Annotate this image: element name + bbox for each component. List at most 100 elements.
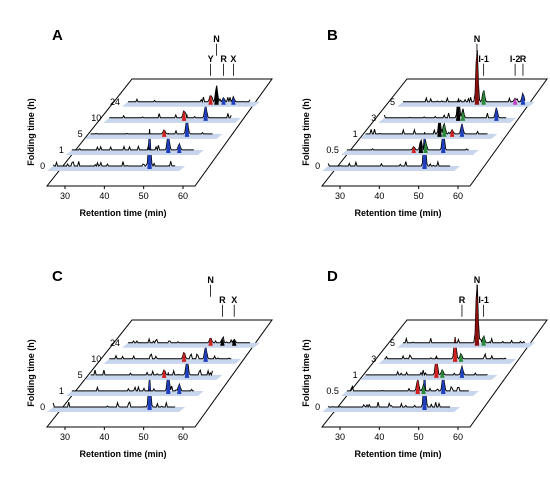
trace-baseline-shade	[322, 407, 461, 412]
peak-X	[232, 339, 237, 346]
x-tick-label: 30	[60, 432, 70, 442]
trace-baseline-shade	[47, 407, 186, 412]
trace-1: 1	[353, 356, 498, 380]
trace-baseline-shade	[359, 133, 498, 139]
peak-label-I-1: I-1	[478, 295, 489, 305]
x-tick-label: 30	[60, 191, 70, 201]
y-tick-label: 5	[78, 370, 83, 380]
trace-line	[365, 117, 488, 135]
trace-10: 10	[91, 345, 242, 364]
peak-label-R: R	[220, 54, 227, 64]
x-axis-label: Retention time (min)	[355, 208, 442, 218]
y-tick-label: 1	[353, 370, 358, 380]
plot-floor	[320, 319, 548, 428]
trace-line	[109, 104, 232, 119]
x-tick-label: 40	[99, 432, 109, 442]
x-tick-label: 60	[178, 191, 188, 201]
y-tick-label: 0	[315, 161, 320, 171]
y-axis-label: Folding time (h)	[26, 98, 36, 166]
peak-R	[203, 104, 208, 121]
y-tick-label: 1	[59, 145, 64, 155]
trace-24: 24	[110, 85, 260, 107]
peak-I-1	[481, 89, 486, 105]
trace-0.5: 0.5	[326, 373, 479, 396]
peak-label-X: X	[230, 54, 236, 64]
trace-0.5: 0.5	[326, 131, 479, 155]
peak-N	[434, 356, 439, 378]
x-tick-label: 50	[139, 432, 149, 442]
x-tick-label: 40	[99, 191, 109, 201]
peak-label-R: R	[219, 295, 226, 305]
peak-label-Y: Y	[208, 54, 214, 64]
y-tick-label: 1	[59, 386, 64, 396]
peak-label-N: N	[207, 275, 214, 285]
trace-line	[128, 335, 250, 344]
trace-line	[346, 131, 469, 151]
x-tick-label: 60	[453, 191, 463, 201]
peak-Y	[161, 369, 167, 378]
plot-floor	[45, 319, 273, 428]
trace-baseline-shade	[47, 166, 186, 171]
peak-R	[459, 366, 465, 378]
trace-baseline-shade	[103, 117, 242, 123]
x-tick-label: 30	[335, 432, 345, 442]
x-tick-label: 30	[335, 191, 345, 201]
trace-baseline-shade	[397, 342, 535, 348]
peak-I-1	[458, 353, 464, 362]
trace-1: 1	[59, 372, 204, 396]
panel-letter: C	[52, 268, 63, 285]
y-tick-label: 5	[78, 129, 83, 139]
peak-label-R: R	[459, 295, 466, 305]
x-tick-label: 40	[374, 191, 384, 201]
x-tick-label: 50	[414, 432, 424, 442]
trace-baseline-shade	[65, 149, 204, 155]
trace-baseline-shade	[122, 101, 260, 107]
y-tick-label: 5	[390, 338, 395, 348]
y-axis-label: Folding time (h)	[301, 339, 311, 407]
peak-N	[474, 281, 480, 346]
peak-N	[214, 85, 219, 105]
peak-X	[231, 97, 236, 105]
trace-line	[90, 359, 213, 377]
y-tick-label: 1	[353, 129, 358, 139]
peak-I-2	[449, 129, 455, 137]
peak-label-X: X	[231, 295, 237, 305]
y-tick-label: 0.5	[326, 386, 339, 396]
peak-R	[441, 373, 446, 394]
peak-R	[166, 372, 171, 394]
peak-I-2	[411, 146, 416, 153]
plot-floor	[45, 78, 273, 187]
x-tick-label: 60	[178, 432, 188, 442]
trace-line	[109, 345, 232, 360]
peak-N	[452, 336, 458, 362]
trace-3: 3	[371, 97, 517, 123]
y-tick-label: 10	[91, 113, 101, 123]
trace-baseline-shade	[122, 342, 260, 348]
peak-Y	[161, 129, 167, 137]
peak-I-1	[421, 384, 426, 394]
peak-Y	[181, 352, 187, 362]
trace-24: 24	[110, 335, 260, 348]
peak-X	[177, 384, 182, 394]
trace-line	[403, 50, 526, 104]
peak-I-1	[440, 369, 445, 378]
trace-5: 5	[78, 114, 223, 139]
peak-I-1	[481, 335, 486, 346]
peak-R	[441, 131, 446, 153]
peak-Y	[208, 94, 213, 105]
peak-R	[494, 107, 499, 121]
trace-line	[346, 373, 469, 392]
peak-I-1	[442, 123, 447, 137]
trace-line	[52, 376, 176, 408]
peak-label-I-1: I-1	[478, 54, 489, 64]
trace-line	[128, 85, 251, 104]
trace-baseline-shade	[340, 390, 479, 396]
peak-N	[474, 47, 480, 105]
peak-N	[456, 97, 461, 121]
panel-letter: A	[52, 27, 63, 44]
